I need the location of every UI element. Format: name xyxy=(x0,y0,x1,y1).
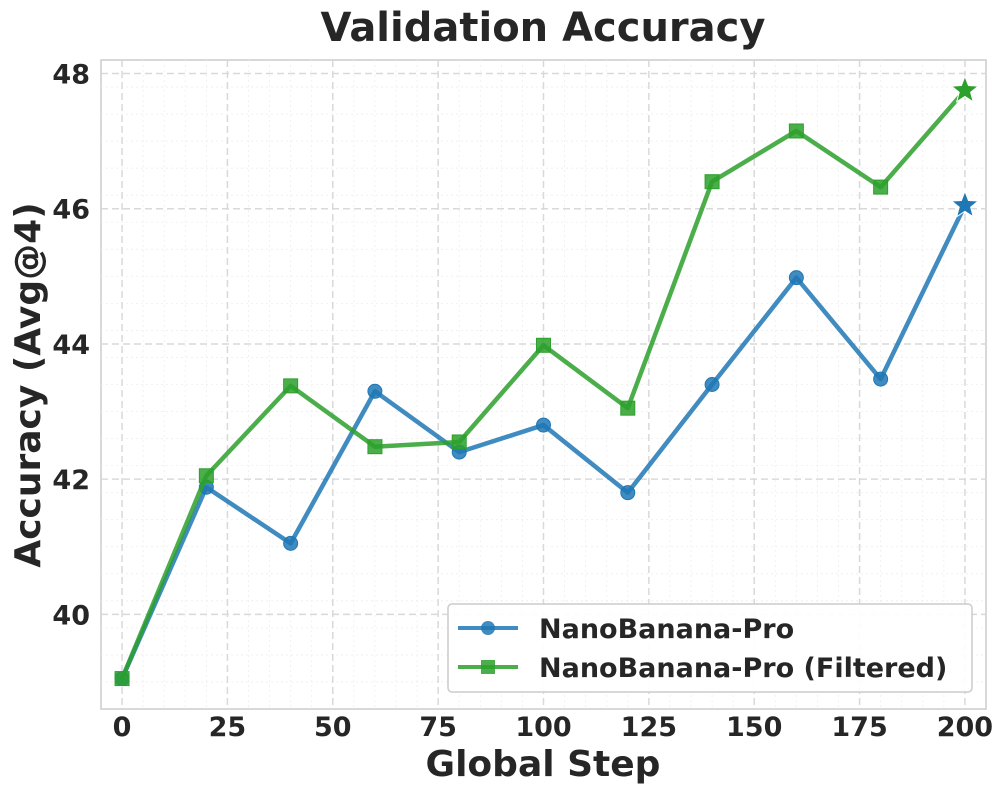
legend-frame xyxy=(447,603,973,693)
series-2-point xyxy=(788,123,804,139)
series-layer xyxy=(114,75,980,687)
series-2-point xyxy=(536,337,551,353)
legend-marker-series-1 xyxy=(481,621,495,635)
y-tick-label: 42 xyxy=(52,465,90,496)
x-axis-title: Global Step xyxy=(426,744,661,785)
series-2-point xyxy=(873,179,889,195)
x-tick-label: 150 xyxy=(726,712,782,743)
series-2-point xyxy=(620,400,636,416)
x-tick-label: 125 xyxy=(621,712,677,743)
legend-label-series-1: NanoBanana-Pro xyxy=(539,614,794,645)
series-2-point xyxy=(704,174,720,190)
series-1-point xyxy=(283,535,299,551)
x-tick-label: 50 xyxy=(314,712,352,743)
series-1-point xyxy=(873,371,889,387)
x-tick-label: 25 xyxy=(209,712,247,743)
x-tick-label: 75 xyxy=(419,712,457,743)
series-1-point xyxy=(788,270,804,286)
x-tick-label: 175 xyxy=(831,712,887,743)
legend-label-series-2: NanoBanana-Pro (Filtered) xyxy=(539,653,947,684)
y-tick-label: 40 xyxy=(52,600,90,631)
y-tick-label: 48 xyxy=(52,60,90,91)
x-tick-label: 200 xyxy=(937,712,993,743)
series-2-final-star xyxy=(950,75,980,103)
y-tick-labels: 40 42 44 46 48 xyxy=(52,60,90,632)
chart-title: Validation Accuracy xyxy=(321,5,766,51)
series-1-point xyxy=(704,377,720,392)
legend-marker-series-2 xyxy=(481,660,495,674)
series-1-point xyxy=(367,383,383,399)
x-tick-label: 0 xyxy=(113,712,132,743)
x-tick-label: 100 xyxy=(515,712,571,743)
x-tick-labels: 0 25 50 75 100 125 150 175 200 xyxy=(113,712,993,743)
series-2 xyxy=(114,75,980,687)
y-tick-label: 46 xyxy=(52,195,90,226)
series-2-point xyxy=(451,434,467,450)
series-2-point xyxy=(198,468,214,484)
series-1-point xyxy=(536,417,551,433)
series-2-point xyxy=(367,439,383,455)
y-axis-title: Accuracy (Avg@4) xyxy=(8,202,49,567)
legend: NanoBanana-Pro NanoBanana-Pro (Filtered) xyxy=(447,603,973,693)
series-2-point xyxy=(283,378,299,394)
series-1-final-star xyxy=(950,189,980,218)
minor-grid xyxy=(101,60,986,709)
y-tick-label: 44 xyxy=(52,330,90,361)
series-2-point xyxy=(114,671,130,687)
series-1-point xyxy=(620,485,636,501)
